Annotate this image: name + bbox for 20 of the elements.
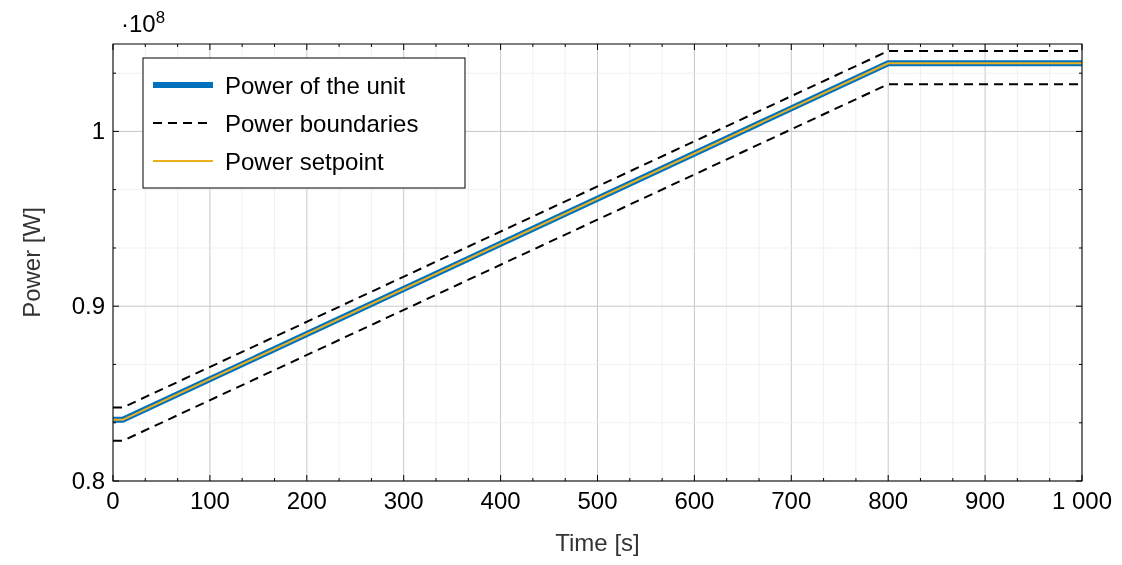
x-tick-label: 600 bbox=[674, 487, 715, 514]
text: ·10$^{8}$ bbox=[121, 7, 166, 37]
x-tick-label: 300 bbox=[383, 487, 424, 514]
x-axis-title: Time [s] bbox=[555, 529, 640, 556]
x-tick-label: 700 bbox=[771, 487, 812, 514]
x-tick-label: 0 bbox=[106, 487, 120, 514]
y-tick-label: 1 bbox=[91, 117, 105, 145]
y-axis-title: Power [W] bbox=[18, 207, 45, 318]
x-tick-label: 400 bbox=[480, 487, 521, 514]
x-tick-label: 200 bbox=[286, 487, 327, 514]
x-tick-label: 1 000 bbox=[1051, 487, 1113, 514]
legend-label: Power setpoint bbox=[225, 148, 385, 175]
legend-label: Power boundaries bbox=[225, 110, 419, 137]
y-tick-label: 0.9 bbox=[71, 292, 105, 320]
x-tick-label: 500 bbox=[577, 487, 618, 514]
y-tick-label: 0.8 bbox=[71, 467, 105, 494]
x-tick-label: 900 bbox=[965, 487, 1006, 514]
x-tick-label: 800 bbox=[868, 487, 909, 514]
x-tick-label: 100 bbox=[189, 487, 230, 514]
legend-label: Power of the unit bbox=[225, 72, 406, 99]
